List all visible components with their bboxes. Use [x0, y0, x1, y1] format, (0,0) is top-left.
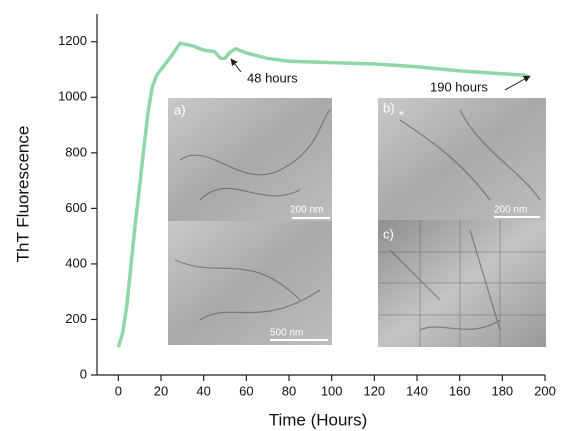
panel-label: a): [174, 102, 186, 117]
y-tick-label: 1000: [58, 89, 87, 104]
x-axis-label: Time (Hours): [269, 410, 368, 429]
panel-label: b): [383, 100, 395, 115]
x-tick-label: 0: [115, 383, 122, 398]
data-line: [116, 41, 529, 348]
x-tick-label: 60: [239, 383, 253, 398]
insets: a) 200 nm 500 nm b) * 200 nm c): [168, 98, 546, 347]
micrograph-a: [168, 98, 332, 221]
y-tick-label: 600: [65, 200, 87, 215]
scale-label: 200 nm: [494, 205, 527, 216]
x-tick-label: 100: [321, 383, 343, 398]
scale-label: 500 nm: [270, 328, 303, 339]
x-tick-label: 20: [154, 383, 168, 398]
marker: *: [399, 107, 404, 122]
y-tick-label: 800: [65, 144, 87, 159]
annotation: 48 hours: [247, 70, 298, 85]
annotation-arrow: [230, 58, 242, 73]
panel-label: c): [383, 226, 394, 241]
grid-texture: [378, 220, 546, 347]
x-tick-label: 120: [363, 383, 385, 398]
x-tick-label: 180: [491, 383, 513, 398]
x-tick-label: 80: [282, 383, 296, 398]
annotation: 190 hours: [430, 79, 488, 94]
y-tick-label: 0: [80, 366, 87, 381]
y-tick-label: 1200: [58, 33, 87, 48]
x-tick-label: 160: [449, 383, 471, 398]
micrograph-c: [378, 220, 546, 347]
scale-label: 200 nm: [290, 205, 323, 216]
y-axis-label: ThT Fluorescence: [13, 126, 32, 263]
x-tick-label: 200: [534, 383, 556, 398]
micrograph-a2: [168, 221, 332, 345]
y-tick-label: 200: [65, 311, 87, 326]
x-tick-label: 40: [196, 383, 210, 398]
x-tick-label: 140: [406, 383, 428, 398]
fibril-texture: [174, 109, 541, 331]
annotation-arrow: [504, 75, 531, 91]
micrograph-b: [378, 98, 546, 220]
y-tick-label: 400: [65, 255, 87, 270]
